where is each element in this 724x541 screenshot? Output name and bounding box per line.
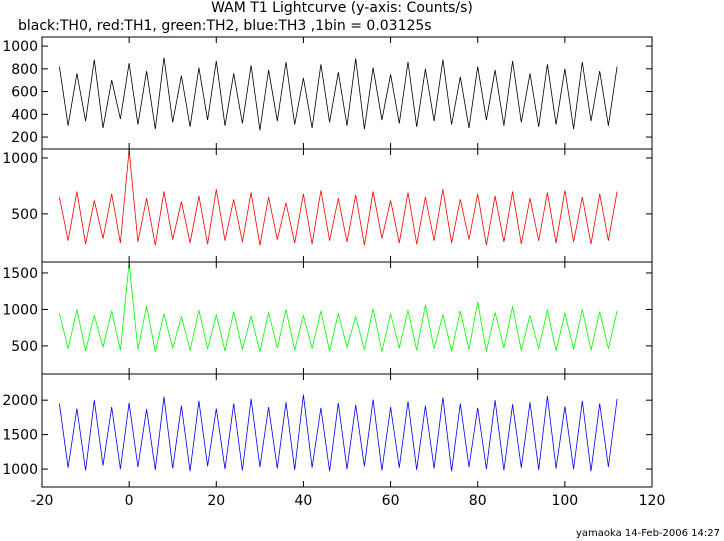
y-tick-label: 500 — [11, 207, 38, 223]
y-tick-label: 1000 — [2, 462, 38, 478]
y-tick-label: 1000 — [2, 39, 38, 55]
y-tick-label: 200 — [11, 130, 38, 146]
x-tick-label: 100 — [551, 493, 578, 509]
x-tick-label: 0 — [125, 493, 134, 509]
y-tick-label: 2000 — [2, 393, 38, 409]
data-line — [59, 150, 618, 246]
y-tick-label: 600 — [11, 85, 38, 101]
y-tick-label: 400 — [11, 107, 38, 123]
x-tick-label: 120 — [639, 493, 666, 509]
panel-frame — [41, 373, 653, 488]
y-tick-label: 1500 — [2, 428, 38, 444]
y-tick-label: 1000 — [2, 302, 38, 318]
y-tick-label: 500 — [11, 339, 38, 355]
x-tick-label: 60 — [382, 493, 400, 509]
x-tick-label: 20 — [207, 493, 225, 509]
footer: yamaoka 14-Feb-2006 14:27 — [576, 528, 720, 539]
data-line — [59, 262, 618, 352]
chart-subtitle: black:TH0, red:TH1, green:TH2, blue:TH3 … — [18, 18, 432, 34]
chart-title: WAM T1 Lightcurve (y-axis: Counts/s) — [211, 0, 473, 16]
data-line — [59, 394, 618, 472]
y-tick-label: 1500 — [2, 266, 38, 282]
x-tick-label: 40 — [295, 493, 313, 509]
y-tick-label: 1000 — [2, 151, 38, 167]
x-tick-label: -20 — [31, 493, 54, 509]
x-tick-label: 80 — [469, 493, 487, 509]
y-tick-label: 800 — [11, 62, 38, 78]
data-line — [59, 57, 618, 131]
